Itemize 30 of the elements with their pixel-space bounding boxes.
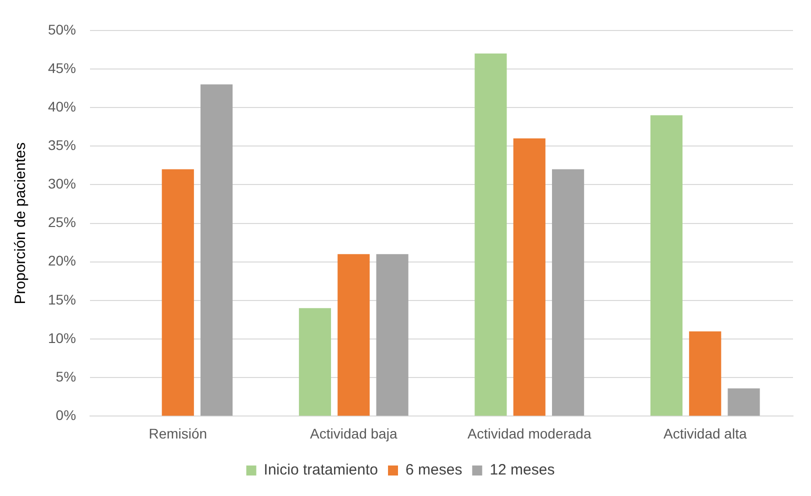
- x-tick-label: Actividad moderada: [468, 425, 592, 442]
- bar: [200, 84, 233, 416]
- y-tick-label: 5%: [56, 368, 76, 384]
- y-tick-label: 15%: [48, 291, 76, 308]
- legend-label: Inicio tratamiento: [264, 462, 378, 479]
- bar: [728, 388, 760, 416]
- x-tick-label: Actividad alta: [663, 425, 747, 442]
- bar: [689, 331, 722, 416]
- y-tick-label: 40%: [48, 98, 76, 114]
- y-tick-label: 25%: [48, 214, 76, 230]
- bar: [338, 254, 370, 416]
- y-tick-label: 0%: [56, 407, 76, 424]
- y-tick-label: 10%: [48, 330, 76, 346]
- bar: [513, 138, 546, 416]
- x-tick-label: Remisión: [148, 425, 208, 442]
- y-tick-label: 35%: [48, 137, 76, 153]
- bar: [474, 54, 507, 416]
- legend-label: 6 meses: [406, 462, 462, 479]
- y-tick-label: 30%: [48, 176, 76, 192]
- y-tick-label: 20%: [48, 252, 76, 269]
- x-tick-label: Actividad baja: [310, 425, 398, 442]
- y-tick-label: 50%: [48, 21, 76, 38]
- y-tick-label: 45%: [48, 60, 76, 76]
- bar: [650, 115, 683, 416]
- bar: [162, 169, 194, 416]
- bar: [552, 169, 584, 416]
- legend-label: 12 meses: [490, 462, 555, 479]
- bar: [376, 254, 408, 416]
- y-axis-title: Proporción de pacientes: [12, 142, 30, 304]
- bar: [298, 308, 332, 416]
